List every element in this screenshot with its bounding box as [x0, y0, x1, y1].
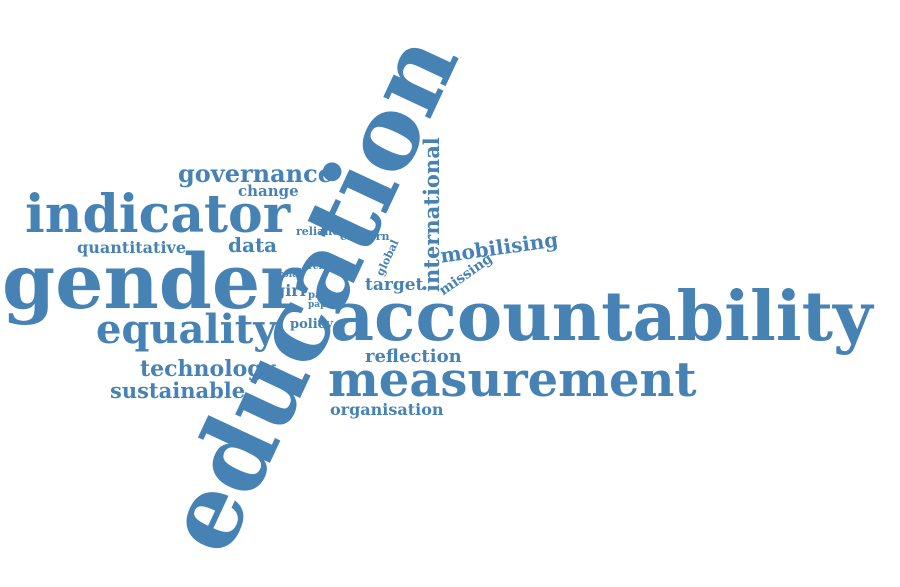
word-sustainable: sustainable — [110, 378, 246, 403]
word-technology: technology — [140, 356, 276, 382]
word-quantitative: quantitative — [77, 238, 186, 257]
word-organisation: organisation — [330, 400, 444, 419]
word-accountability: accountability — [330, 277, 873, 357]
word-change: change — [238, 182, 299, 200]
word-international: international — [419, 137, 444, 292]
word-target: target — [365, 275, 424, 295]
word-policy: policy — [290, 317, 334, 332]
word-indicator: indicator — [25, 184, 291, 245]
word-measurement: measurement — [328, 352, 697, 408]
word-mobilising: mobilising — [438, 227, 560, 268]
word-trend: trend — [304, 262, 332, 272]
word-reflection: reflection — [365, 346, 462, 367]
word-path: path — [308, 290, 334, 301]
word-role: role — [278, 270, 298, 280]
word-equality: equality — [96, 306, 277, 353]
word-girl: girl — [274, 281, 306, 300]
word-governance: governance — [178, 159, 333, 188]
word-concern: concern — [340, 230, 390, 243]
word-gender: gender — [2, 237, 301, 326]
word-reliance: reliance — [296, 225, 346, 238]
word-data: data — [228, 233, 278, 257]
word-paper: paper — [308, 300, 337, 310]
